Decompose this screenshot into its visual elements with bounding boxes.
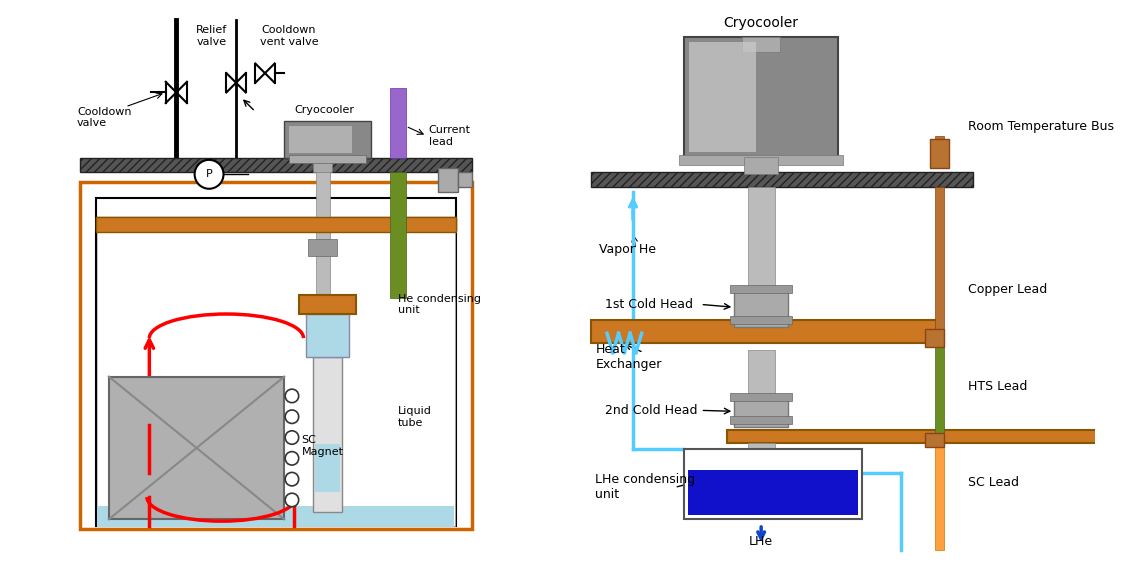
Bar [688,470,858,516]
Text: 1st Cold Head: 1st Cold Head [605,298,694,311]
Text: Cryocooler: Cryocooler [723,16,798,30]
Text: Room Temperature Bus: Room Temperature Bus [969,120,1114,132]
Text: Copper Lead: Copper Lead [969,283,1047,297]
Bar [390,88,406,158]
Bar [748,350,774,396]
Bar [730,285,792,293]
Text: HTS Lead: HTS Lead [969,380,1028,393]
Bar [315,444,340,492]
Text: Current
lead: Current lead [429,125,471,146]
Text: SC Lead: SC Lead [969,476,1019,489]
Bar [97,217,456,230]
Text: SC
Magnet: SC Magnet [301,435,343,457]
Circle shape [194,160,224,189]
Bar [730,316,792,324]
Bar [284,122,371,158]
Bar [935,443,944,550]
Circle shape [285,431,299,444]
Bar [748,443,774,449]
Bar [735,396,788,427]
Text: P: P [206,169,213,179]
Bar [289,155,366,163]
Bar [306,314,349,357]
Bar [299,295,357,314]
Bar [728,430,1109,443]
Bar [689,42,756,152]
Text: Vapor He: Vapor He [599,243,656,256]
Bar [924,434,944,447]
Bar [80,182,472,529]
Bar [679,155,843,165]
Bar [590,172,973,187]
Text: Liquid
tube: Liquid tube [398,406,432,428]
Bar [590,320,938,343]
Bar [735,288,788,327]
Text: Relief
valve: Relief valve [197,25,227,47]
Bar [684,37,838,157]
Bar [439,168,458,192]
Bar [97,198,456,526]
Bar [730,416,792,424]
Bar [313,158,332,172]
Bar [684,449,862,519]
Bar [744,157,779,175]
Text: Cooldown
vent valve: Cooldown vent valve [259,25,318,47]
Bar [308,239,338,256]
Bar [316,172,330,314]
Circle shape [285,493,299,507]
Bar [935,187,944,343]
Circle shape [285,410,299,423]
Text: Cooldown
valve: Cooldown valve [77,107,132,128]
Circle shape [285,389,299,403]
Bar [97,217,456,232]
Bar [935,343,944,443]
Bar [730,393,792,401]
Bar [80,158,472,172]
Text: 2nd Cold Head: 2nd Cold Head [605,404,698,417]
Bar [930,139,949,168]
Bar [458,172,472,187]
Bar [741,37,780,52]
Text: LHe: LHe [749,535,773,548]
Circle shape [285,472,299,486]
Circle shape [285,452,299,465]
Bar [935,136,944,143]
Text: He condensing
unit: He condensing unit [398,294,481,315]
Bar [289,126,351,153]
Text: LHe condensing
unit: LHe condensing unit [596,473,696,502]
Bar [748,187,774,288]
Text: Heat
Exchanger: Heat Exchanger [596,343,662,372]
Bar [924,329,944,347]
Bar [390,172,406,298]
Bar [98,506,454,527]
Bar [313,357,342,511]
Text: Cryocooler: Cryocooler [294,105,355,115]
Bar [109,377,284,519]
Bar [98,232,455,526]
